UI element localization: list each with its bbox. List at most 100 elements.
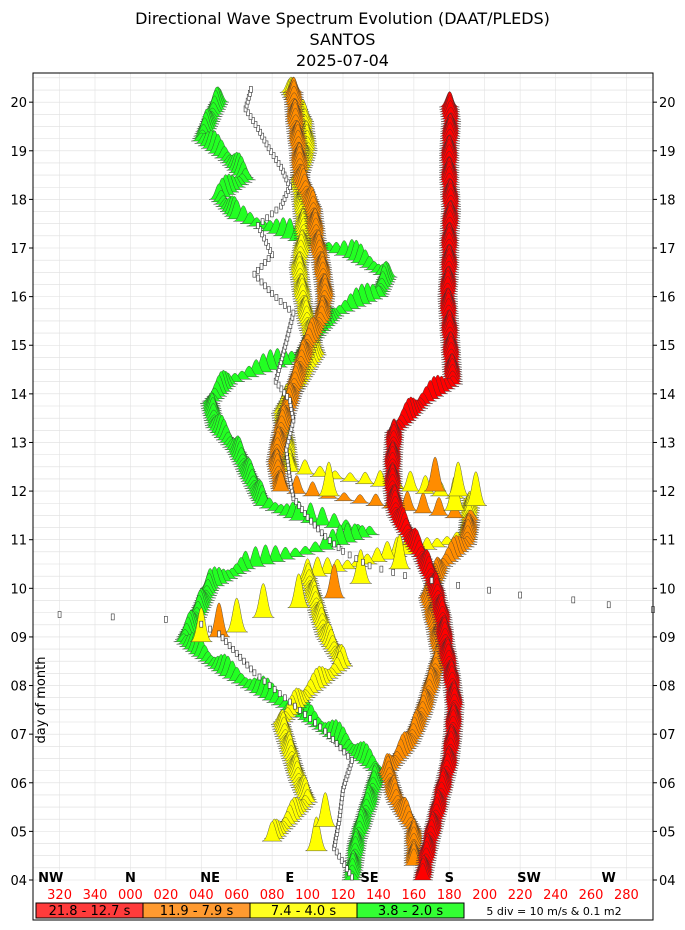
spectrum-peak-isolated <box>323 563 346 599</box>
legend-label: 3.8 - 2.0 s <box>378 904 443 919</box>
wind-marker <box>337 852 342 860</box>
legend-swatch <box>356 902 465 919</box>
xtick-label: 080 <box>260 888 285 903</box>
wind-marker <box>279 163 283 171</box>
wind-marker <box>259 278 264 286</box>
xtick-label: 280 <box>614 888 639 903</box>
ytick-label-right: 16 <box>659 291 676 306</box>
wind-marker <box>429 577 434 584</box>
wind-marker <box>248 113 253 120</box>
spectrum-peak-isolated <box>424 456 447 492</box>
xtick-label: 000 <box>118 888 143 903</box>
wind-marker <box>318 723 323 731</box>
wind-marker <box>300 506 304 513</box>
wind-marker <box>297 502 301 509</box>
spectrum-peak-isolated <box>314 792 337 827</box>
wind-marker <box>231 646 235 653</box>
wind-marker <box>391 569 395 576</box>
wind-marker <box>263 259 267 266</box>
compass-label: N <box>125 871 136 886</box>
compass-label: E <box>285 871 294 886</box>
wind-marker <box>234 650 239 657</box>
wind-marker <box>253 121 258 128</box>
wind-marker <box>274 294 279 301</box>
wind-marker <box>344 865 349 872</box>
wind-marker <box>258 128 262 136</box>
wind-marker <box>224 638 228 646</box>
wind-marker <box>268 247 272 254</box>
wind-marker <box>274 156 278 163</box>
wind-marker <box>260 132 265 140</box>
wind-marker <box>252 669 257 677</box>
wind-marker <box>227 642 232 649</box>
scale-note: 5 div = 10 m/s & 0.1 m2 <box>486 905 621 918</box>
wind-marker <box>342 748 347 756</box>
ytick-label-right: 13 <box>659 436 676 451</box>
wind-marker <box>262 234 266 242</box>
wind-marker <box>323 727 328 735</box>
wind-marker <box>312 521 317 529</box>
wind-marker <box>334 740 339 747</box>
wind-marker <box>262 136 267 144</box>
ytick-label-left: 20 <box>10 96 27 111</box>
wind-marker <box>260 230 264 238</box>
wind-marker <box>266 286 271 294</box>
compass-label: W <box>602 871 616 886</box>
wind-marker <box>274 206 279 214</box>
spectrum-peak <box>340 472 361 482</box>
ytick-label-right: 06 <box>659 777 676 792</box>
wind-marker <box>309 517 313 525</box>
xtick-label: 140 <box>366 888 391 903</box>
wind-marker <box>361 558 365 566</box>
ytick-label-right: 08 <box>659 680 676 695</box>
wind-marker <box>257 673 262 681</box>
wind-marker <box>279 385 284 393</box>
wind-marker <box>256 274 260 282</box>
chart-date: 2025-07-04 <box>296 51 389 70</box>
plot-frame <box>32 72 654 921</box>
wind-marker <box>327 537 332 544</box>
spectrum-peak <box>412 863 433 881</box>
wind-marker <box>266 243 270 250</box>
ytick-label-right: 07 <box>659 728 676 743</box>
wind-marker <box>336 544 341 551</box>
xtick-label: 160 <box>401 888 426 903</box>
wind-marker <box>265 214 269 222</box>
ytick-label-right: 18 <box>659 193 676 208</box>
series-red <box>382 91 465 881</box>
spectrum-peak-isolated <box>207 602 231 638</box>
spectrum-peak-isolated <box>349 549 372 584</box>
wind-marker <box>350 873 354 881</box>
xtick-label: 120 <box>331 888 356 903</box>
wind-marker <box>288 698 292 706</box>
xtick-label: 180 <box>437 888 462 903</box>
wind-marker <box>339 857 344 864</box>
ytick-label-left: 14 <box>10 388 27 403</box>
wind-marker <box>242 657 246 665</box>
wind-marker <box>316 525 321 533</box>
wind-marker <box>267 682 272 689</box>
wind-marker <box>249 86 253 93</box>
wind-marker <box>270 290 274 297</box>
ytick-label-left: 06 <box>10 777 27 792</box>
legend-label: 7.4 - 4.0 s <box>271 904 336 919</box>
xtick-label: 340 <box>83 888 108 903</box>
chart-subtitle: SANTOS <box>309 30 376 49</box>
wind-marker <box>347 551 352 559</box>
wind-marker <box>259 263 264 270</box>
wind-marker <box>346 752 350 760</box>
compass-label: SE <box>360 871 378 886</box>
wind-marker <box>303 711 307 718</box>
wind-marker <box>264 140 269 148</box>
spectrum-peak-isolated <box>225 597 248 633</box>
compass-label: SW <box>517 871 541 886</box>
wind-marker <box>283 301 287 309</box>
wind-marker <box>269 210 274 218</box>
wind-marker <box>262 677 267 685</box>
ytick-label-right: 04 <box>659 874 676 889</box>
spectrum-peak <box>413 492 434 514</box>
ytick-label-right: 12 <box>659 485 676 500</box>
ytick-label-left: 19 <box>10 145 27 160</box>
spectrum-peak <box>428 497 450 516</box>
wind-marker <box>164 616 168 623</box>
